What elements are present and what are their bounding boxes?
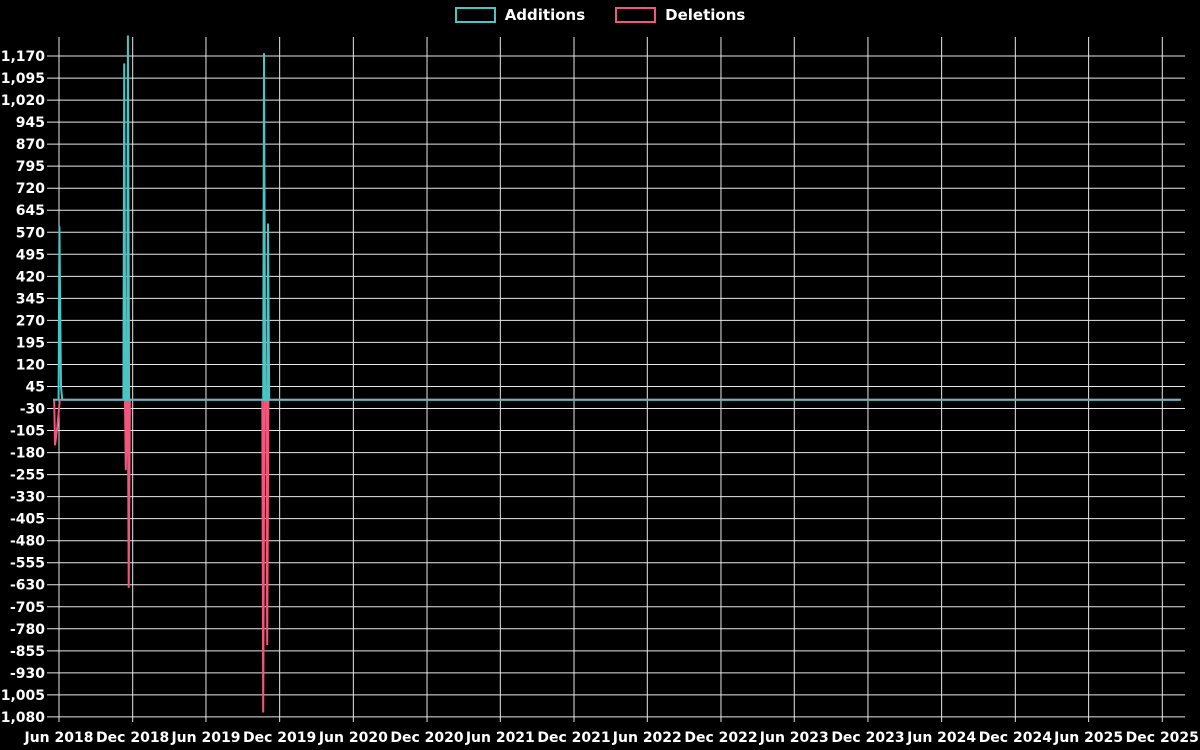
y-tick-label: -180: [10, 446, 45, 462]
y-tick-label: 1,020: [1, 93, 46, 109]
additions-swatch-icon: [454, 7, 496, 23]
x-tick-label: Dec 2023: [831, 730, 904, 746]
y-tick-label: -480: [10, 534, 45, 550]
x-tick-label: Dec 2019: [243, 730, 316, 746]
y-tick-label: -555: [10, 556, 45, 572]
legend-label: Additions: [504, 5, 586, 24]
legend-item-additions[interactable]: Additions: [454, 5, 586, 24]
chart-legend: Additions Deletions: [0, 7, 1200, 23]
y-tick-label: 420: [16, 269, 45, 285]
y-tick-label: 645: [16, 203, 45, 219]
y-tick-label: 870: [16, 137, 45, 153]
legend-item-deletions[interactable]: Deletions: [615, 7, 745, 23]
y-tick-label: 270: [16, 313, 45, 329]
y-tick-label: 1,095: [1, 71, 45, 87]
y-tick-label: -30: [20, 402, 46, 418]
deletions-swatch-icon: [615, 7, 657, 23]
y-tick-label: 570: [16, 225, 45, 241]
x-tick-label: Dec 2021: [537, 730, 610, 746]
y-tick-label: -1,080: [0, 710, 45, 726]
x-tick-label: Dec 2018: [96, 730, 169, 746]
x-tick-label: Dec 2022: [684, 730, 757, 746]
legend-label: Deletions: [665, 5, 746, 24]
y-tick-label: 495: [16, 247, 45, 263]
y-tick-label: 195: [16, 335, 45, 351]
x-tick-label: Jun 2018: [24, 730, 94, 746]
y-tick-label: 720: [16, 181, 45, 197]
x-tick-label: Jun 2019: [170, 730, 240, 746]
x-tick-label: Jun 2022: [612, 730, 682, 746]
y-tick-label: 795: [16, 159, 45, 175]
y-axis-labels: 1,170 1,095 1,020 945 870 795 720 645 570 495 420 3…: [0, 49, 45, 726]
x-tick-label: Dec 2025: [1126, 730, 1199, 746]
x-tick-label: Jun 2023: [759, 730, 829, 746]
x-tick-label: Jun 2021: [465, 730, 535, 746]
additions-line: [53, 35, 1181, 401]
y-tick-label: -405: [10, 512, 45, 528]
y-tick-label: -1,005: [0, 688, 45, 704]
y-tick-label: -705: [10, 600, 45, 616]
y-tick-label: -930: [10, 666, 45, 682]
y-tick-label: 345: [16, 291, 45, 307]
x-tick-label: Jun 2020: [318, 730, 388, 746]
y-tick-label: -105: [10, 424, 45, 440]
x-tick-label: Dec 2020: [390, 730, 464, 746]
x-tick-label: Dec 2024: [979, 730, 1053, 746]
y-tick-label: -855: [10, 644, 45, 660]
y-tick-label: 945: [16, 115, 45, 131]
horizontal-gridlines: [47, 55, 1185, 718]
y-tick-label: 1,170: [1, 49, 46, 65]
y-tick-label: -780: [10, 622, 45, 638]
deletions-line: [53, 398, 1181, 713]
y-tick-label: -630: [10, 578, 45, 594]
x-axis-labels: Jun 2018 Dec 2018 Jun 2019 Dec 2019 Jun 2020…: [24, 730, 1199, 746]
y-tick-label: -255: [10, 468, 45, 484]
y-tick-label: -330: [10, 490, 45, 506]
x-tick-label: Jun 2025: [1053, 730, 1123, 746]
y-tick-label: 45: [26, 379, 45, 395]
x-tick-label: Jun 2024: [906, 730, 976, 746]
vertical-gridlines: [58, 37, 1163, 722]
y-tick-label: 120: [16, 357, 45, 373]
